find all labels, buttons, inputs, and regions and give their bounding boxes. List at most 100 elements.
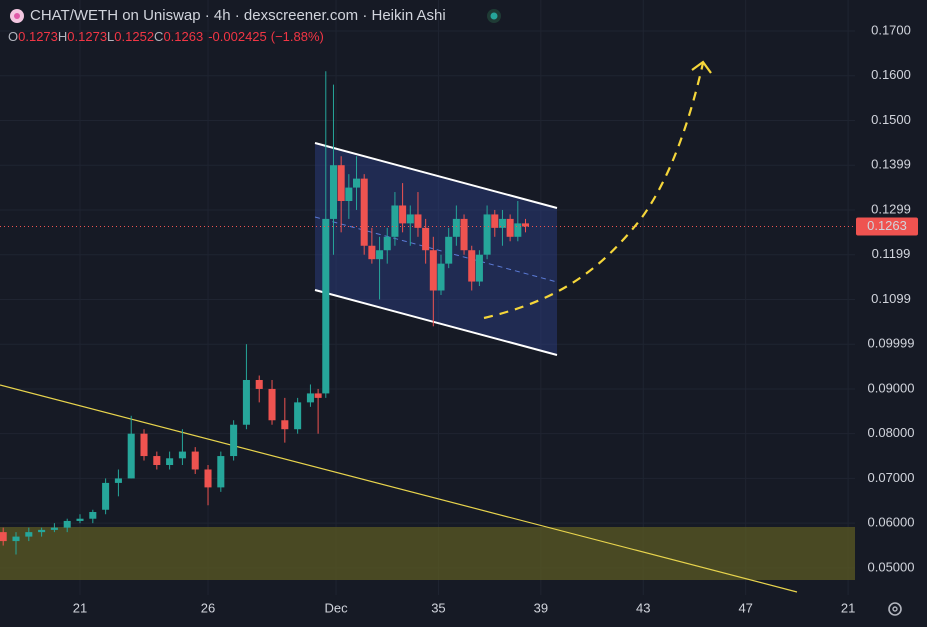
ohlc-value: 0.1252 [114, 29, 154, 44]
candle-body [329, 165, 337, 219]
axes: 0.1700 0.1600 0.1500 0.1399 0.1299 0.1199 0.10… [73, 22, 918, 615]
candle-body [437, 263, 445, 291]
candle-body [140, 433, 148, 457]
y-tick-label: 0.1500 [871, 112, 911, 127]
candle-body [460, 218, 468, 251]
y-tick-label: 0.09000 [868, 380, 915, 395]
y-tick-label: 0.1099 [871, 291, 911, 306]
candle-body [178, 451, 186, 459]
candle-body [391, 205, 399, 237]
candle-body [399, 205, 407, 224]
change-pct: (−1.88%) [271, 29, 324, 44]
candle-body [483, 214, 491, 255]
candle-body [322, 218, 330, 394]
settings-gear-center[interactable] [892, 606, 898, 612]
candle-body [217, 456, 225, 488]
ohlc-key: O [8, 29, 18, 44]
candle-body [422, 227, 430, 251]
candle-body [50, 527, 58, 530]
projection-curve [483, 62, 705, 320]
candle-body [498, 218, 506, 228]
channel-top [314, 142, 558, 209]
ohlc-value: 0.1263 [163, 29, 203, 44]
candle-body [429, 250, 437, 291]
candle-body [368, 245, 376, 260]
candle-body [191, 451, 199, 470]
candle-body [12, 536, 20, 542]
candle-body [102, 482, 110, 510]
candle-body [76, 518, 84, 521]
candle-body [0, 532, 7, 542]
settings-icon[interactable] [888, 602, 902, 616]
candle-body [376, 250, 384, 260]
candle-body [491, 214, 499, 228]
y-tick-label: 0.06000 [868, 515, 915, 530]
price-tag-label: 0.1263 [867, 218, 907, 233]
x-tick-label: 35 [431, 600, 445, 615]
candle-body [25, 532, 33, 537]
chart-title: CHAT/WETH on Uniswap · 4h · dexscreener.… [30, 7, 446, 24]
x-tick-label: 26 [201, 600, 215, 615]
candle-body [383, 236, 391, 251]
candle-body [127, 433, 135, 479]
status-dot [490, 12, 498, 20]
candle-body [38, 529, 46, 533]
candle-body [166, 458, 174, 466]
candle-body [89, 511, 97, 519]
candle-body [414, 214, 422, 228]
candle-body [352, 178, 361, 188]
candle-body [63, 520, 71, 528]
ohlc-value: 0.1273 [67, 29, 107, 44]
projection-arrow [691, 60, 712, 74]
x-tick-label: 43 [636, 600, 650, 615]
header: CHAT/WETH on Uniswap · 4h · dexscreener.… [8, 7, 501, 44]
change: -0.002425 [208, 29, 267, 44]
channel-mid [314, 216, 558, 283]
channel-bottom [314, 289, 558, 356]
token-icon-dot [14, 13, 20, 19]
ohlc-key: H [58, 29, 67, 44]
candle-body [445, 236, 453, 264]
ohlc-key: L [107, 29, 114, 44]
x-tick-label: 21 [73, 600, 87, 615]
candle-body [306, 393, 314, 403]
price-tag [856, 217, 918, 236]
x-tick-label: Dec [324, 600, 348, 615]
y-tick-label: 0.05000 [868, 559, 915, 574]
ohlc-value: 0.1273 [18, 29, 58, 44]
x-tick-label: 39 [534, 600, 548, 615]
candle-body [114, 478, 122, 483]
ohlc-key: C [154, 29, 163, 44]
candle-body [360, 178, 368, 246]
candle-body [153, 456, 161, 466]
candle-body [406, 214, 414, 224]
candle-body [255, 379, 263, 389]
candle-body [452, 218, 460, 237]
grid [0, 0, 855, 595]
candle-body [314, 393, 322, 398]
y-tick-label: 0.07000 [868, 470, 915, 485]
candle-body [242, 379, 250, 425]
candles [0, 71, 530, 555]
time-axis [0, 595, 927, 627]
channel [315, 143, 557, 355]
candle-body [281, 420, 289, 430]
candle-body [521, 223, 530, 227]
candle-body [230, 424, 238, 457]
candle-body [506, 218, 514, 237]
price-axis [855, 0, 927, 627]
candle-body [514, 223, 522, 237]
y-tick-label: 0.09999 [868, 336, 915, 351]
y-tick-label: 0.1199 [872, 246, 911, 261]
x-tick-label: 47 [738, 600, 752, 615]
settings-gear[interactable] [888, 602, 902, 616]
trend-line [0, 384, 798, 593]
support-zone [0, 527, 855, 580]
candle-body [475, 254, 483, 282]
candle-body [294, 402, 302, 430]
y-tick-label: 0.1600 [871, 67, 911, 82]
candle-body [337, 165, 345, 202]
y-tick-label: 0.1700 [871, 22, 911, 37]
